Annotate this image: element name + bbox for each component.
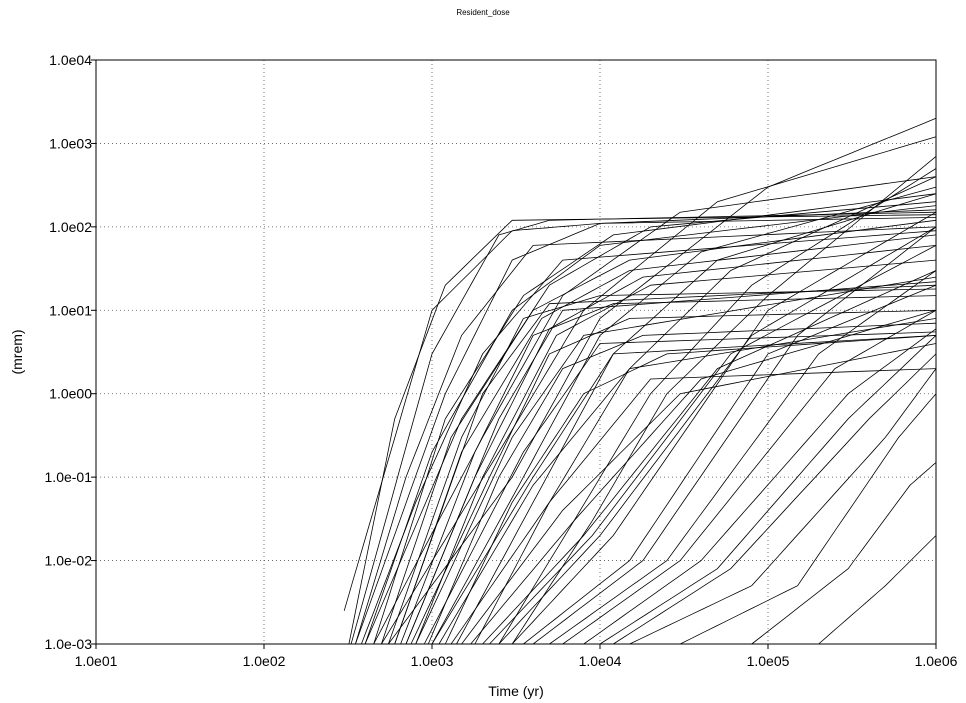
series-line (818, 535, 937, 645)
y-tick-label: 1.0e03 (49, 135, 92, 151)
series-line (599, 335, 937, 645)
plot-area-frame (95, 59, 937, 645)
series-line (431, 186, 937, 645)
series-line (583, 328, 937, 645)
x-tick-label: 1.0e02 (243, 653, 286, 669)
series-line (388, 288, 937, 645)
y-tick-label: 1.0e-02 (45, 553, 93, 569)
series-line (489, 245, 937, 645)
grid (96, 60, 936, 644)
y-tick-label: 1.0e01 (49, 302, 92, 318)
series-line (751, 462, 937, 645)
series-line (394, 284, 937, 645)
series-line (427, 322, 937, 645)
series-line (355, 209, 937, 645)
y-tick-label: 1.0e02 (49, 219, 92, 235)
y-tick-label: 1.0e04 (49, 52, 92, 68)
series-line (373, 176, 937, 645)
y-tick-label: 1.0e-03 (45, 636, 93, 652)
y-tick-label: 1.0e-01 (45, 469, 93, 485)
x-tick-label: 1.0e04 (579, 653, 622, 669)
x-tick-label: 1.0e03 (411, 653, 454, 669)
series-line (562, 309, 937, 645)
series-line (498, 226, 937, 645)
x-tick-label: 1.0e01 (75, 653, 118, 669)
series-line (355, 226, 937, 645)
series-line (415, 259, 937, 645)
series-line (350, 211, 937, 645)
series-line (444, 335, 937, 645)
series-line (532, 226, 937, 645)
series-line (373, 193, 937, 645)
series-line (348, 214, 937, 645)
series-line (438, 318, 937, 645)
series-line (450, 368, 937, 645)
series-line (364, 201, 937, 645)
series-line (423, 331, 937, 645)
series-line (680, 393, 937, 645)
series-line (613, 353, 937, 645)
y-axis-label: (mrem) (9, 329, 25, 374)
series-line (511, 211, 937, 645)
series-line (394, 234, 937, 645)
series-group (343, 117, 937, 645)
series-line (364, 205, 937, 645)
series-line (388, 117, 937, 645)
chart-title: Resident_dose (456, 8, 510, 17)
series-line (523, 284, 937, 645)
series-line (410, 309, 937, 645)
x-tick-label: 1.0e05 (747, 653, 790, 669)
x-tick-label: 1.0e06 (915, 653, 958, 669)
series-line (400, 295, 937, 645)
series-line (343, 217, 937, 611)
series-line (498, 168, 937, 645)
x-axis-label: Time (yr) (488, 683, 543, 699)
x-axis: 1.0e01 1.0e02 1.0e03 1.0e04 1.0e05 1.0e06 (75, 644, 958, 669)
y-axis: 1.0e04 1.0e03 1.0e02 1.0e01 1.0e00 1.0e-01 1.0… (45, 52, 96, 652)
series-line (381, 136, 937, 645)
series-line (629, 368, 937, 645)
series-line (415, 276, 937, 645)
series-line (474, 176, 937, 645)
series-line (482, 270, 937, 645)
y-tick-label: 1.0e00 (49, 386, 92, 402)
series-line (456, 193, 937, 645)
series-line (361, 230, 937, 645)
series-line (431, 335, 937, 645)
series-line (470, 309, 937, 645)
series-line (511, 156, 937, 645)
